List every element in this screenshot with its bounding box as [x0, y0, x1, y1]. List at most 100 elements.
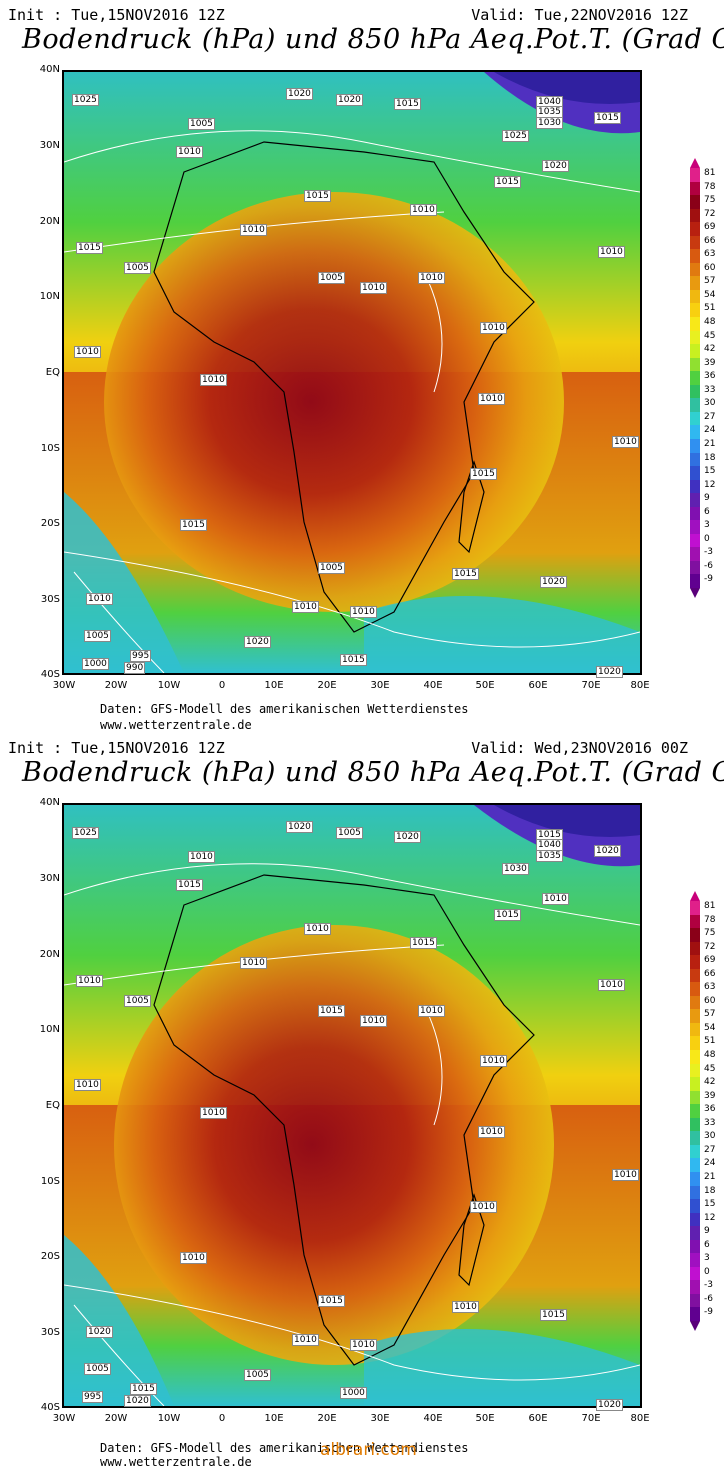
isobar-label: 1015 — [340, 654, 367, 666]
isobar-label: 995 — [130, 650, 152, 662]
scale-segment — [690, 520, 700, 535]
weather-map — [62, 803, 642, 1408]
isobar-label: 1010 — [612, 436, 639, 448]
scale-tick-label: 48 — [704, 1050, 716, 1061]
scale-segment — [690, 1036, 700, 1051]
isobar-label: 1010 — [418, 272, 445, 284]
init-time: Init : Tue,15NOV2016 12Z — [8, 6, 225, 24]
scale-segment — [690, 208, 700, 223]
scale-segment — [690, 1077, 700, 1092]
scale-tick-label: 72 — [704, 208, 716, 219]
lat-label: 10N — [39, 291, 60, 302]
scale-segment — [690, 941, 700, 956]
scale-segment — [690, 1212, 700, 1227]
lat-label: 20S — [40, 518, 60, 529]
lat-label: 30S — [40, 1327, 60, 1338]
forecast-panel-2: Init : Tue,15NOV2016 12Z Valid: Wed,23NO… — [0, 733, 724, 1469]
scale-segment — [690, 1158, 700, 1173]
scale-segment — [690, 1104, 700, 1119]
lon-label: 60E — [528, 1413, 548, 1424]
isobar-label: 1010 — [292, 601, 319, 613]
scale-segment — [690, 982, 700, 997]
scale-tick-label: 78 — [704, 181, 716, 192]
scale-segment — [690, 303, 700, 318]
isobar-label: 1020 — [394, 831, 421, 843]
isobar-label: 1005 — [336, 827, 363, 839]
theta-e-field — [64, 805, 640, 1406]
scale-segment — [690, 928, 700, 943]
lon-label: 20E — [317, 680, 337, 691]
isobar-label: 1015 — [180, 519, 207, 531]
scale-tick-label: 9 — [704, 493, 710, 504]
theta-e-field — [64, 72, 640, 673]
isobar-label: 1010 — [418, 1005, 445, 1017]
lat-label: EQ — [45, 367, 60, 378]
scale-tick-label: 27 — [704, 1144, 716, 1155]
scale-segment — [690, 222, 700, 237]
scale-tick-label: 0 — [704, 1266, 710, 1277]
isobar-label: 1025 — [502, 130, 529, 142]
scale-tick-label: 69 — [704, 955, 716, 966]
scale-tick-label: 66 — [704, 235, 716, 246]
scale-tick-label: 39 — [704, 357, 716, 368]
isobar-label: 1010 — [542, 893, 569, 905]
isobar-label: 1030 — [502, 863, 529, 875]
isobar-label: 1020 — [596, 666, 623, 678]
scale-tick-label: 21 — [704, 438, 716, 449]
scale-arrow-up-icon — [690, 891, 700, 901]
scale-segment — [690, 249, 700, 264]
isobar-label: 1025 — [72, 94, 99, 106]
isobar-label: 1010 — [360, 282, 387, 294]
scale-segment — [690, 411, 700, 426]
isobar-label: 1015 — [594, 112, 621, 124]
scale-tick-label: 45 — [704, 1063, 716, 1074]
scale-tick-label: -6 — [704, 1293, 713, 1304]
lon-label: 10E — [264, 1413, 284, 1424]
scale-segment — [690, 195, 700, 210]
isobar-label: 1020 — [596, 1399, 623, 1411]
scale-tick-label: 51 — [704, 303, 716, 314]
scale-tick-label: 48 — [704, 317, 716, 328]
scale-bar — [690, 168, 700, 589]
isobar-label: 1010 — [480, 1055, 507, 1067]
watermark: albrari.com — [320, 1440, 417, 1460]
scale-segment — [690, 398, 700, 413]
scale-bar — [690, 901, 700, 1322]
isobar-label: 1015 — [540, 1309, 567, 1321]
scale-segment — [690, 317, 700, 332]
scale-tick-label: 60 — [704, 262, 716, 273]
isobar-label: 1010 — [612, 1169, 639, 1181]
lat-label: 20S — [40, 1251, 60, 1262]
scale-segment — [690, 901, 700, 916]
isobar-label: 1015 — [394, 98, 421, 110]
isobar-label: 1020 — [542, 160, 569, 172]
scale-segment — [690, 506, 700, 521]
isobar-label: 1000 — [340, 1387, 367, 1399]
scale-segment — [690, 479, 700, 494]
scale-segment — [690, 1266, 700, 1281]
isobar-label: 1035 — [536, 850, 563, 862]
scale-tick-label: 60 — [704, 995, 716, 1006]
isobar-label: 1010 — [410, 204, 437, 216]
isobar-label: 1015 — [304, 190, 331, 202]
lon-label: 20W — [104, 1413, 128, 1424]
scale-tick-label: 24 — [704, 425, 716, 436]
lon-label: 20E — [317, 1413, 337, 1424]
isobar-label: 1010 — [360, 1015, 387, 1027]
lon-label: 80E — [630, 680, 650, 691]
lon-label: 0 — [218, 1413, 226, 1424]
scale-tick-label: 6 — [704, 1239, 710, 1250]
website-credit: www.wetterzentrale.de — [100, 718, 252, 732]
isobar-label: 1015 — [494, 909, 521, 921]
scale-tick-label: 36 — [704, 371, 716, 382]
scale-tick-label: -6 — [704, 560, 713, 571]
scale-tick-label: 45 — [704, 330, 716, 341]
scale-tick-label: 75 — [704, 195, 716, 206]
lon-label: 20W — [104, 680, 128, 691]
scale-tick-label: 54 — [704, 289, 716, 300]
scale-tick-label: 39 — [704, 1090, 716, 1101]
isobar-label: 1010 — [598, 979, 625, 991]
isobar-label: 990 — [124, 662, 146, 674]
init-time: Init : Tue,15NOV2016 12Z — [8, 739, 225, 757]
scale-segment — [690, 289, 700, 304]
